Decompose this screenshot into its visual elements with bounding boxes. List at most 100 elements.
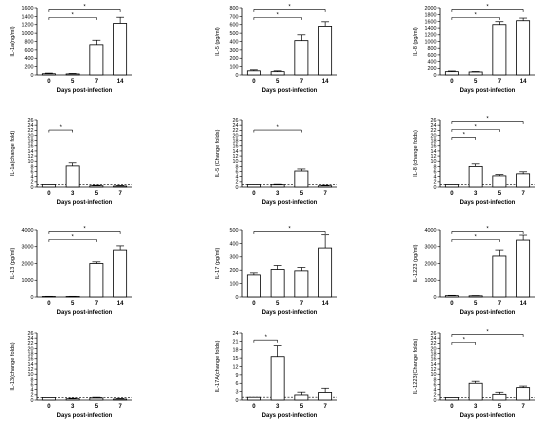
y-tick-label: 2 [236, 180, 239, 186]
y-axis-title: IL-1223(Change folds) [413, 339, 419, 395]
y-tick-label: 26 [431, 118, 437, 124]
y-tick-label: 24 [233, 331, 239, 337]
chart-panel-1: 0 200 400 600 800 1000 1200 1400 1600 0 5 7 14 * * Days… [10, 4, 132, 94]
y-axis-title: IL-5 (pg/ml) [215, 27, 221, 56]
y-tick-label: 20 [431, 346, 437, 352]
y-tick-label: 500 [230, 228, 239, 234]
x-tick-label: 7 [498, 79, 502, 85]
y-tick-label: 0 [236, 295, 239, 301]
y-tick-label: 0 [434, 398, 437, 404]
y-tick-label: 26 [431, 331, 437, 337]
y-tick-label: 100 [230, 65, 239, 71]
y-tick-label: 600 [25, 48, 34, 54]
y-tick-label: 24 [28, 123, 34, 129]
y-tick-label: 1000 [22, 278, 34, 284]
x-tick-label: 7 [323, 404, 327, 410]
y-tick-label: 20 [28, 346, 34, 352]
x-tick-label: 0 [450, 301, 454, 307]
y-tick-label: 18 [431, 352, 437, 358]
x-tick-label: 5 [71, 79, 75, 85]
y-tick-label: 22 [431, 128, 437, 134]
y-tick-label: 4 [434, 388, 437, 394]
y-tick-label: 4 [236, 175, 239, 181]
significance-star: * [83, 4, 86, 10]
chart-panel-2: 0 100 200 300 400 500 600 700 800 0 5 7 14 * * Days pos… [215, 4, 337, 94]
y-tick-label: 10 [431, 372, 437, 378]
y-tick-label: 4000 [425, 228, 437, 234]
bar [444, 295, 459, 298]
y-tick-label: 300 [230, 48, 239, 54]
bar [492, 393, 507, 401]
y-tick-label: 0 [236, 73, 239, 79]
bar [444, 184, 459, 188]
y-tick-label: 1200 [22, 23, 34, 29]
bar [492, 255, 507, 298]
x-tick-label: 7 [118, 404, 122, 410]
y-tick-label: 15 [233, 356, 239, 362]
y-tick-label: 6 [31, 169, 34, 175]
x-tick-label: 5 [276, 79, 280, 85]
bar [516, 239, 531, 298]
x-tick-label: 7 [95, 301, 99, 307]
y-tick-label: 400 [230, 241, 239, 247]
bar [318, 247, 333, 298]
y-axis-title: IL-8 (change folds) [413, 130, 419, 177]
bar [516, 387, 531, 401]
x-axis-title: Days post-infection [57, 310, 113, 316]
bar [89, 44, 104, 76]
y-tick-label: 9 [236, 373, 239, 379]
y-tick-label: 800 [428, 46, 437, 52]
x-tick-label: 5 [474, 79, 478, 85]
y-tick-label: 20 [431, 133, 437, 139]
y-axis-title: IL-5 (Change folds) [215, 129, 221, 177]
y-tick-label: 4000 [22, 228, 34, 234]
bar [41, 73, 56, 76]
y-tick-label: 16 [28, 144, 34, 150]
x-tick-label: 5 [300, 191, 304, 197]
bar [318, 392, 333, 401]
x-tick-label: 5 [498, 191, 502, 197]
x-tick-label: 14 [117, 301, 124, 307]
y-tick-label: 100 [230, 282, 239, 288]
bar [246, 396, 261, 401]
x-tick-label: 5 [276, 301, 280, 307]
significance-star: * [71, 234, 74, 240]
y-tick-label: 0 [31, 398, 34, 404]
y-tick-label: 10 [233, 159, 239, 165]
bar [113, 249, 128, 298]
bar [65, 398, 80, 401]
chart-panel-11: 0 3 6 9 12 15 18 21 24 0 3 5 7 * Days post-infection IL… [215, 331, 337, 419]
bar [492, 175, 507, 188]
y-axis-title: IL-1a(ng/ml) [10, 26, 16, 56]
y-tick-label: 26 [233, 118, 239, 124]
y-tick-label: 24 [28, 336, 34, 342]
y-tick-label: 18 [233, 139, 239, 145]
y-tick-label: 0 [31, 73, 34, 79]
y-tick-label: 4 [31, 388, 34, 394]
x-axis-title: Days post-infection [57, 200, 113, 206]
y-tick-label: 2 [31, 393, 34, 399]
x-tick-label: 5 [95, 404, 99, 410]
bar [246, 70, 261, 76]
x-tick-label: 14 [322, 301, 329, 307]
significance-star: * [83, 226, 86, 232]
x-tick-label: 0 [47, 191, 51, 197]
x-axis-title: Days post-infection [460, 413, 516, 419]
significance-star: * [474, 124, 477, 130]
y-tick-label: 6 [31, 382, 34, 388]
y-axis-title: IL-13 (pg/ml) [10, 248, 16, 280]
chart-panel-9: 0 1000 2000 3000 4000 0 5 7 14 * * Days post-infect… [413, 226, 535, 316]
x-tick-label: 0 [252, 79, 256, 85]
y-tick-label: 4 [31, 175, 34, 181]
x-tick-label: 3 [474, 191, 478, 197]
y-tick-label: 0 [31, 185, 34, 191]
y-tick-label: 12 [233, 364, 239, 370]
x-tick-label: 3 [71, 191, 75, 197]
y-tick-label: 2 [434, 393, 437, 399]
y-tick-label: 8 [434, 164, 437, 170]
y-tick-label: 700 [230, 14, 239, 20]
y-axis-title: IL-1a(change fold) [10, 131, 16, 177]
bar [468, 71, 483, 76]
